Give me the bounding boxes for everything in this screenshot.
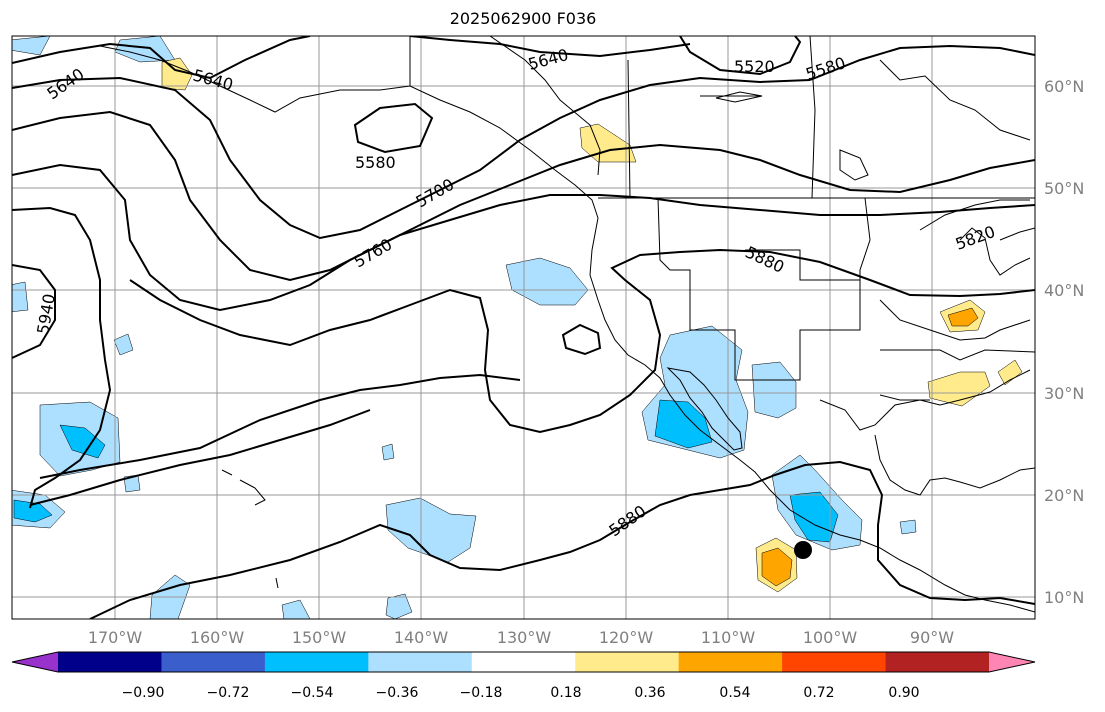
shaded-regions xyxy=(12,36,1023,619)
lon-label: 100°W xyxy=(803,628,858,647)
colorbar-tick-label: −0.18 xyxy=(460,685,503,701)
contour-label: 5580 xyxy=(355,153,396,172)
colorbar-segment xyxy=(782,652,887,672)
latitude-labels: 60°N 50°N 40°N 30°N 20°N 10°N xyxy=(1044,77,1084,607)
colorbar-tick-label: 0.36 xyxy=(634,685,665,701)
colorbar-tick-label: −0.90 xyxy=(122,685,165,701)
colorbar-tick-label: 0.54 xyxy=(719,685,750,701)
colorbar-tick-label: 0.90 xyxy=(888,685,919,701)
colorbar-outline xyxy=(11,651,1036,673)
colorbar-tick-label: 0.72 xyxy=(803,685,834,701)
lon-label: 140°W xyxy=(394,628,449,647)
lat-label: 50°N xyxy=(1044,179,1084,198)
lon-label: 160°W xyxy=(190,628,245,647)
graticule xyxy=(12,36,1035,619)
colorbar-segment xyxy=(264,652,369,672)
lon-label: 170°W xyxy=(88,628,143,647)
colorbar-tick-label: −0.72 xyxy=(207,685,250,701)
lat-label: 60°N xyxy=(1044,77,1084,96)
colorbar-extension-low xyxy=(12,652,58,672)
map-title: 2025062900 F036 xyxy=(449,9,597,28)
lon-label: 130°W xyxy=(497,628,552,647)
lat-label: 10°N xyxy=(1044,588,1084,607)
colorbar-tick-label: 0.18 xyxy=(550,685,581,701)
colorbar xyxy=(11,651,1036,673)
coastlines xyxy=(99,36,1035,613)
colorbar-extension-high xyxy=(989,652,1035,672)
colorbar-tick-label: −0.54 xyxy=(291,685,334,701)
lon-label: 110°W xyxy=(701,628,756,647)
contour-label: 5520 xyxy=(734,57,775,76)
lon-label: 120°W xyxy=(599,628,654,647)
colorbar-segment xyxy=(885,652,990,672)
colorbar-tick-label: −0.36 xyxy=(376,685,419,701)
lon-label: 90°W xyxy=(910,628,954,647)
colorbar-segment xyxy=(58,652,162,672)
height-contours xyxy=(12,36,1035,619)
colorbar-segment xyxy=(368,652,473,672)
lat-label: 20°N xyxy=(1044,486,1084,505)
lat-label: 40°N xyxy=(1044,281,1084,300)
lon-label: 150°W xyxy=(292,628,347,647)
colorbar-segment xyxy=(161,652,266,672)
colorbar-segment xyxy=(575,652,680,672)
colorbar-segment xyxy=(678,652,783,672)
lat-label: 30°N xyxy=(1044,384,1084,403)
longitude-labels: 170°W 160°W 150°W 140°W 130°W 120°W 110°… xyxy=(88,628,954,647)
location-marker xyxy=(794,541,812,559)
colorbar-segment xyxy=(471,652,576,672)
map-border xyxy=(11,35,1036,620)
colorbar-tick-labels: −0.90 −0.72 −0.54 −0.36 −0.18 0.18 0.36 … xyxy=(122,685,920,701)
